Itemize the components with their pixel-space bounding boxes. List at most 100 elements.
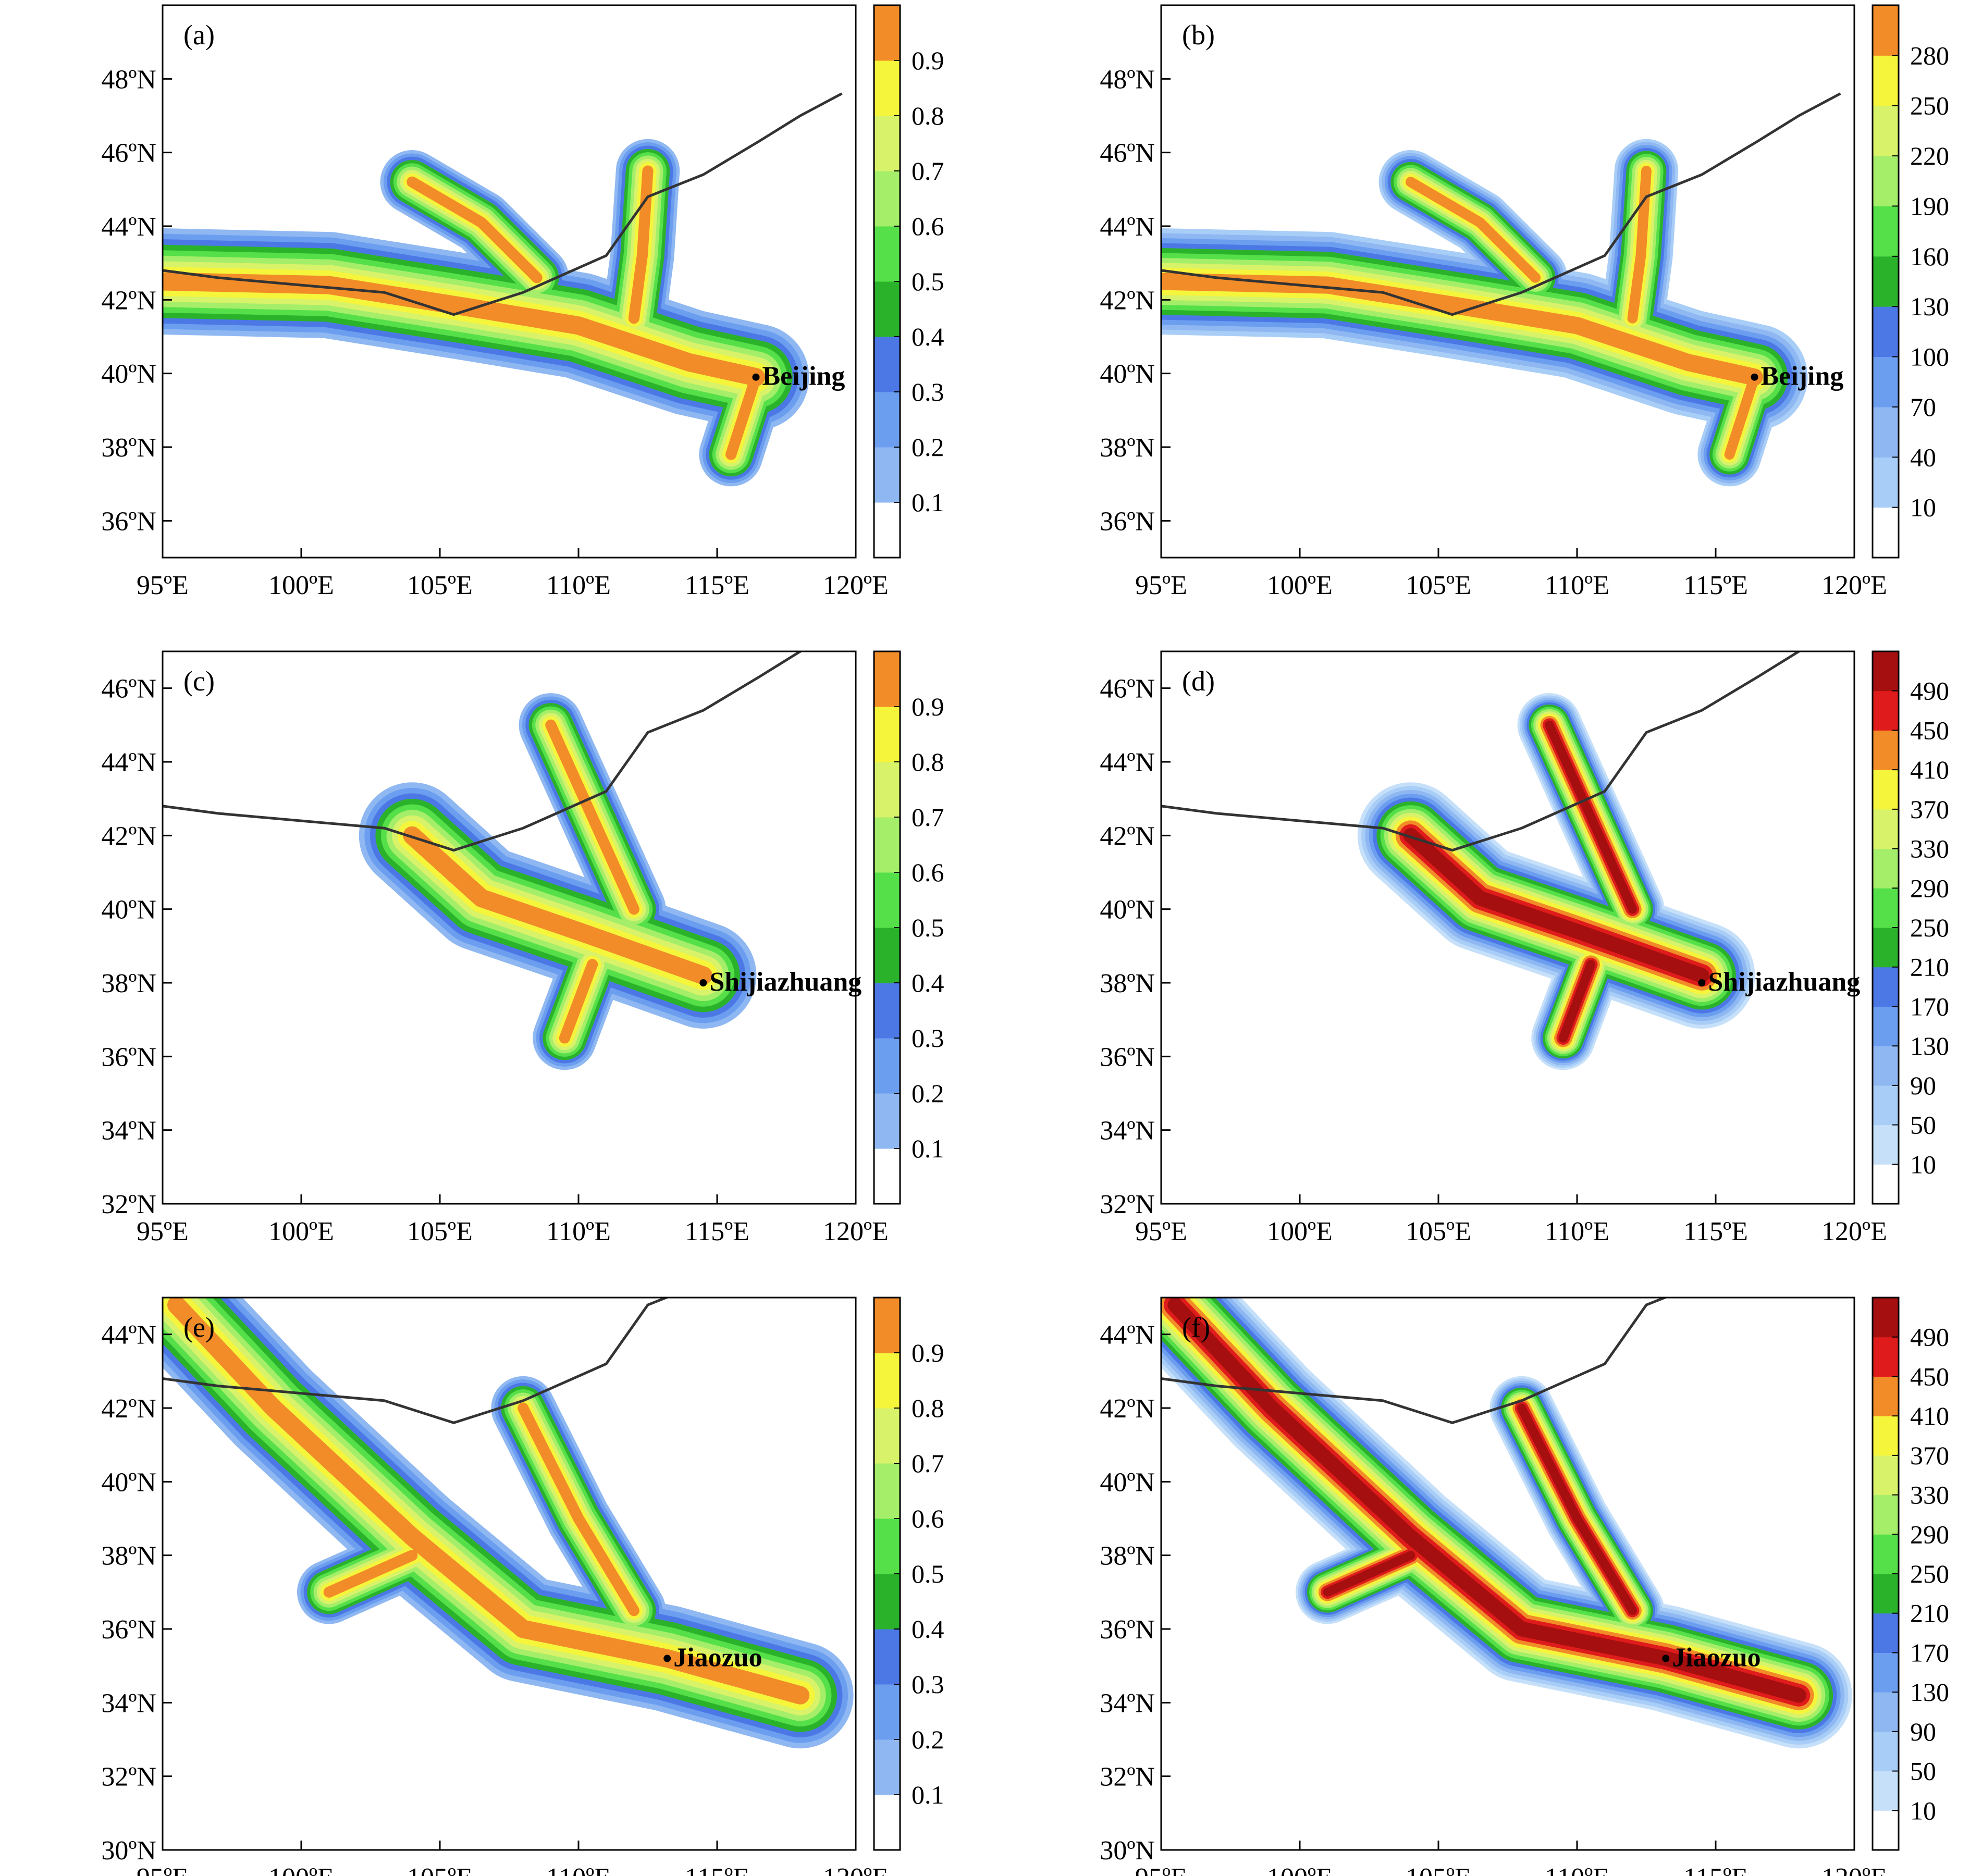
colorbar-label: 210 (1910, 1599, 1949, 1628)
colorbar-label: 0.4 (912, 968, 944, 997)
lat-tick-label: 40ºN (1100, 895, 1155, 925)
colorbar-swatch (874, 281, 900, 337)
colorbar-swatch (1873, 1164, 1899, 1204)
colorbar-swatch (874, 447, 900, 503)
colorbar-label: 10 (1910, 493, 1936, 522)
lon-tick-label: 120ºE (823, 571, 889, 600)
colorbar-label: 0.2 (912, 1079, 944, 1108)
lat-tick-label: 44ºN (101, 748, 156, 777)
lon-tick-label: 115ºE (685, 571, 749, 600)
lat-tick-label: 48ºN (1100, 65, 1155, 94)
colorbar-swatch (874, 1149, 900, 1204)
colorbar-swatch (874, 1038, 900, 1094)
city-label: Beijing (762, 362, 845, 391)
colorbar-label: 130 (1910, 292, 1949, 321)
colorbar-swatch (1873, 1376, 1899, 1416)
colorbar-swatch (1873, 5, 1899, 56)
colorbar-label: 0.5 (912, 1559, 944, 1588)
colorbar-swatch (874, 337, 900, 392)
colorbar-swatch (1873, 1298, 1899, 1338)
colorbar-swatch (1873, 1613, 1899, 1653)
colorbar-swatch (874, 983, 900, 1039)
colorbar-label: 0.1 (912, 488, 944, 517)
national-border (163, 651, 803, 852)
lat-tick-label: 34ºN (1100, 1688, 1155, 1718)
colorbar-label: 70 (1910, 392, 1936, 422)
colorbar-label: 130 (1910, 1677, 1949, 1707)
lon-tick-label: 115ºE (1683, 1863, 1748, 1876)
colorbar-swatch (1873, 256, 1899, 307)
lat-tick-label: 42ºN (101, 286, 156, 315)
lon-tick-label: 100ºE (268, 1217, 334, 1246)
lat-tick-label: 46ºN (1100, 139, 1155, 168)
colorbar-swatch (874, 707, 900, 762)
lon-tick-label: 95ºE (137, 1863, 189, 1876)
colorbar-swatch (874, 1519, 900, 1574)
colorbar-swatch (1873, 406, 1899, 458)
lat-tick-label: 32ºN (1100, 1762, 1155, 1792)
lon-tick-label: 115ºE (1683, 1217, 1748, 1246)
colorbar-swatch (874, 502, 900, 558)
colorbar-swatch (1873, 206, 1899, 257)
lon-tick-label: 120ºE (823, 1217, 889, 1246)
colorbar-label: 40 (1910, 442, 1936, 472)
lon-tick-label: 110ºE (1545, 1217, 1609, 1246)
colorbar-label: 280 (1910, 41, 1949, 70)
colorbar-label: 330 (1910, 1480, 1949, 1510)
map-area (163, 1298, 856, 1850)
colorbar-swatch (1873, 1574, 1899, 1614)
colorbar-label: 0.6 (912, 858, 944, 887)
colorbar-label: 50 (1910, 1110, 1936, 1140)
colorbar-label: 370 (1910, 1441, 1949, 1470)
colorbar-swatch (1873, 1337, 1899, 1377)
colorbar-swatch (874, 116, 900, 171)
contour-band-9 (403, 719, 712, 1044)
colorbar-label: 10 (1910, 1150, 1936, 1179)
colorbar-swatch (1873, 356, 1899, 408)
colorbar-swatch (1873, 967, 1899, 1007)
colorbar-swatch (1873, 770, 1899, 810)
colorbar-label: 0.3 (912, 377, 944, 406)
colorbar-swatch (1873, 1125, 1899, 1165)
lon-tick-label: 110ºE (1545, 571, 1609, 600)
colorbar-label: 100 (1910, 342, 1949, 372)
colorbar-swatch (874, 817, 900, 873)
colorbar-swatch (874, 872, 900, 928)
colorbar-label: 130 (1910, 1031, 1949, 1060)
city-marker (752, 373, 760, 381)
colorbar-label: 490 (1910, 1323, 1949, 1352)
lon-tick-label: 100ºE (268, 571, 334, 600)
colorbar-label: 250 (1910, 1559, 1949, 1588)
colorbar-label: 0.3 (912, 1023, 944, 1053)
colorbar-label: 90 (1910, 1071, 1936, 1100)
colorbar-swatch (1873, 730, 1899, 770)
city-label: Shijiazhuang (709, 967, 861, 997)
lat-tick-label: 40ºN (101, 1467, 156, 1497)
colorbar-swatch (874, 1408, 900, 1464)
colorbar-label: 290 (1910, 873, 1949, 903)
lon-tick-label: 105ºE (407, 571, 473, 600)
lon-tick-label: 110ºE (546, 571, 611, 600)
colorbar-swatch (1873, 55, 1899, 106)
national-border (163, 92, 843, 316)
lon-tick-label: 115ºE (685, 1863, 749, 1876)
lat-tick-label: 36ºN (101, 1615, 156, 1645)
colorbar-swatch (874, 1353, 900, 1409)
lat-tick-label: 40ºN (101, 895, 156, 925)
map-area (1161, 5, 1854, 558)
lon-tick-label: 120ºE (823, 1863, 889, 1876)
colorbar-swatch (874, 60, 900, 116)
panel-label: (f) (1182, 1312, 1210, 1343)
lat-tick-label: 46ºN (1100, 674, 1155, 704)
lon-tick-label: 110ºE (1545, 1863, 1609, 1876)
lat-tick-label: 46ºN (101, 674, 156, 704)
map-area (163, 651, 856, 1204)
colorbar-label: 170 (1910, 1638, 1949, 1667)
lon-tick-label: 100ºE (1267, 1863, 1333, 1876)
colorbar-swatch (874, 5, 900, 61)
colorbar-swatch (1873, 1495, 1899, 1535)
colorbar-label: 0.8 (912, 1393, 944, 1423)
lat-tick-label: 36ºN (101, 507, 156, 536)
colorbar-swatch (1873, 1416, 1899, 1456)
lat-tick-label: 44ºN (101, 1320, 156, 1350)
